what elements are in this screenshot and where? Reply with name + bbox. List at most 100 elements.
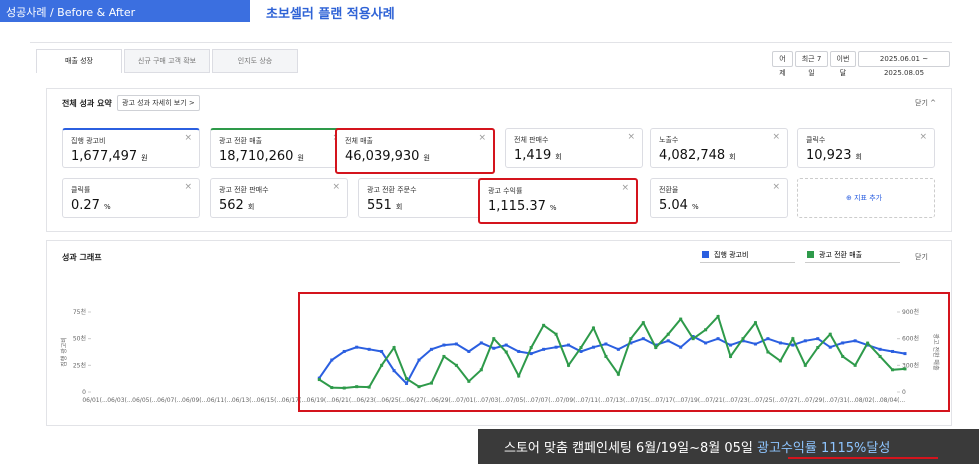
tab[interactable]: 인지도 상승 <box>212 49 298 73</box>
metric-unit: 회 <box>247 203 255 211</box>
metric-label: 전체 매출 <box>345 137 373 145</box>
add-metric[interactable]: ⊕ 지표 추가 <box>797 178 935 218</box>
graph-title: 성과 그래프 <box>62 253 102 262</box>
data-point <box>803 339 807 343</box>
data-point <box>355 385 359 389</box>
tab[interactable]: 신규 구매 고객 확보 <box>124 49 210 73</box>
metric-label: 집행 광고비 <box>71 137 106 145</box>
metric-value: 5.04% <box>659 198 699 213</box>
data-point <box>891 368 895 372</box>
close-icon[interactable]: × <box>478 133 486 143</box>
graph-close[interactable]: 닫기 <box>915 253 928 261</box>
data-point <box>753 321 757 325</box>
close-icon[interactable]: × <box>184 133 192 143</box>
x-tick-label: 06/01(... <box>82 397 107 404</box>
metric-label: 노출수 <box>659 136 679 144</box>
data-point <box>342 386 346 390</box>
metric-number: 18,710,260 <box>219 149 294 164</box>
data-point <box>853 339 857 343</box>
close-icon[interactable]: × <box>919 132 927 142</box>
metric-value: 10,923 회 <box>806 148 862 163</box>
data-point <box>567 363 571 367</box>
close-icon[interactable]: × <box>772 182 780 192</box>
x-tick-label: 07/03(... <box>481 397 506 404</box>
underline <box>788 457 938 459</box>
x-tick-label: 06/29(... <box>431 397 456 404</box>
data-point <box>729 343 733 347</box>
close-icon[interactable]: × <box>627 132 635 142</box>
metric-number: 10,923 <box>806 148 852 163</box>
swatch <box>807 251 814 258</box>
date-button[interactable]: 이번달 <box>830 51 856 77</box>
caption-text: 스토어 맞춤 캠페인세팅 6월/19일~8월 05일 <box>504 441 753 456</box>
highlight-box <box>298 292 950 412</box>
metric-card[interactable]: 전체 판매수 1,419 회 × <box>505 128 643 168</box>
metric-number: 4,082,748 <box>659 148 726 163</box>
data-point <box>679 345 683 349</box>
data-point <box>604 354 608 358</box>
data-point <box>367 347 371 351</box>
x-tick-label: 07/05(... <box>506 397 531 404</box>
tab[interactable]: 매출 성장 <box>36 49 122 73</box>
summary-close[interactable]: 닫기 ^ <box>915 99 936 107</box>
metric-card[interactable]: 광고 수익률 1,115.37% × <box>478 178 638 224</box>
metric-card[interactable]: 전환율 5.04% × <box>650 178 788 218</box>
date-button[interactable]: 최근 7일 <box>795 51 828 77</box>
metric-card[interactable]: 집행 광고비 1,677,497 원 × <box>62 128 200 168</box>
date-button[interactable]: 어제 <box>772 51 793 77</box>
x-tick-label: 07/13(... <box>606 397 631 404</box>
metric-value: 4,082,748 회 <box>659 148 736 163</box>
series-selector[interactable]: 집행 광고비 <box>700 247 795 263</box>
data-point <box>405 381 409 385</box>
data-point <box>841 354 845 358</box>
data-point <box>467 349 471 353</box>
data-point <box>716 314 720 318</box>
x-tick-label: 07/23(... <box>730 397 755 404</box>
metric-label: 광고 수익률 <box>488 187 523 195</box>
data-point <box>741 337 745 341</box>
close-icon[interactable]: × <box>772 132 780 142</box>
metric-number: 1,677,497 <box>71 149 138 164</box>
data-point <box>454 363 458 367</box>
data-point <box>816 346 820 350</box>
metric-card[interactable]: 광고 전환 판매수 562 회 × <box>210 178 348 218</box>
metric-value: 1,419 회 <box>514 148 562 163</box>
close-icon[interactable]: × <box>332 182 340 192</box>
series-line <box>318 314 906 390</box>
x-tick-label: 06/05(... <box>132 397 157 404</box>
data-point <box>554 345 558 349</box>
data-point <box>392 346 396 350</box>
metric-card[interactable]: 노출수 4,082,748 회 × <box>650 128 788 168</box>
detail-button[interactable]: 광고 성과 자세히 보기 > <box>117 95 200 111</box>
data-point <box>641 321 645 325</box>
metric-card[interactable]: 클릭률 0.27% × <box>62 178 200 218</box>
data-point <box>517 374 521 378</box>
x-tick-label: 06/15(... <box>257 397 282 404</box>
data-point <box>380 349 384 353</box>
data-point <box>429 347 433 351</box>
data-point <box>816 337 820 341</box>
data-point <box>504 350 508 354</box>
x-tick-label: 07/07(... <box>531 397 556 404</box>
tick-label: 900천 <box>902 308 919 316</box>
tick-label: 75천 <box>73 308 86 316</box>
close-icon[interactable]: × <box>621 183 629 193</box>
date-button[interactable]: 2025.06.01 ~ 2025.08.05 <box>858 51 950 77</box>
metric-unit: % <box>549 204 557 212</box>
data-point <box>542 347 546 351</box>
data-point <box>392 369 396 373</box>
selector-label: 집행 광고비 <box>714 251 749 259</box>
tick-label: 0 <box>82 389 86 396</box>
series-selector[interactable]: 광고 전환 매출 <box>805 247 900 263</box>
metric-card[interactable]: 전체 매출 46,039,930 원 × <box>335 128 495 174</box>
summary-panel <box>46 88 952 232</box>
metric-number: 562 <box>219 198 244 213</box>
y-axis-title: 집행 광고비 <box>60 337 68 367</box>
metric-value: 562 회 <box>219 198 254 213</box>
close-icon[interactable]: × <box>184 182 192 192</box>
x-tick-label: 06/27(... <box>406 397 431 404</box>
metric-card[interactable]: 클릭수 10,923 회 × <box>797 128 935 168</box>
